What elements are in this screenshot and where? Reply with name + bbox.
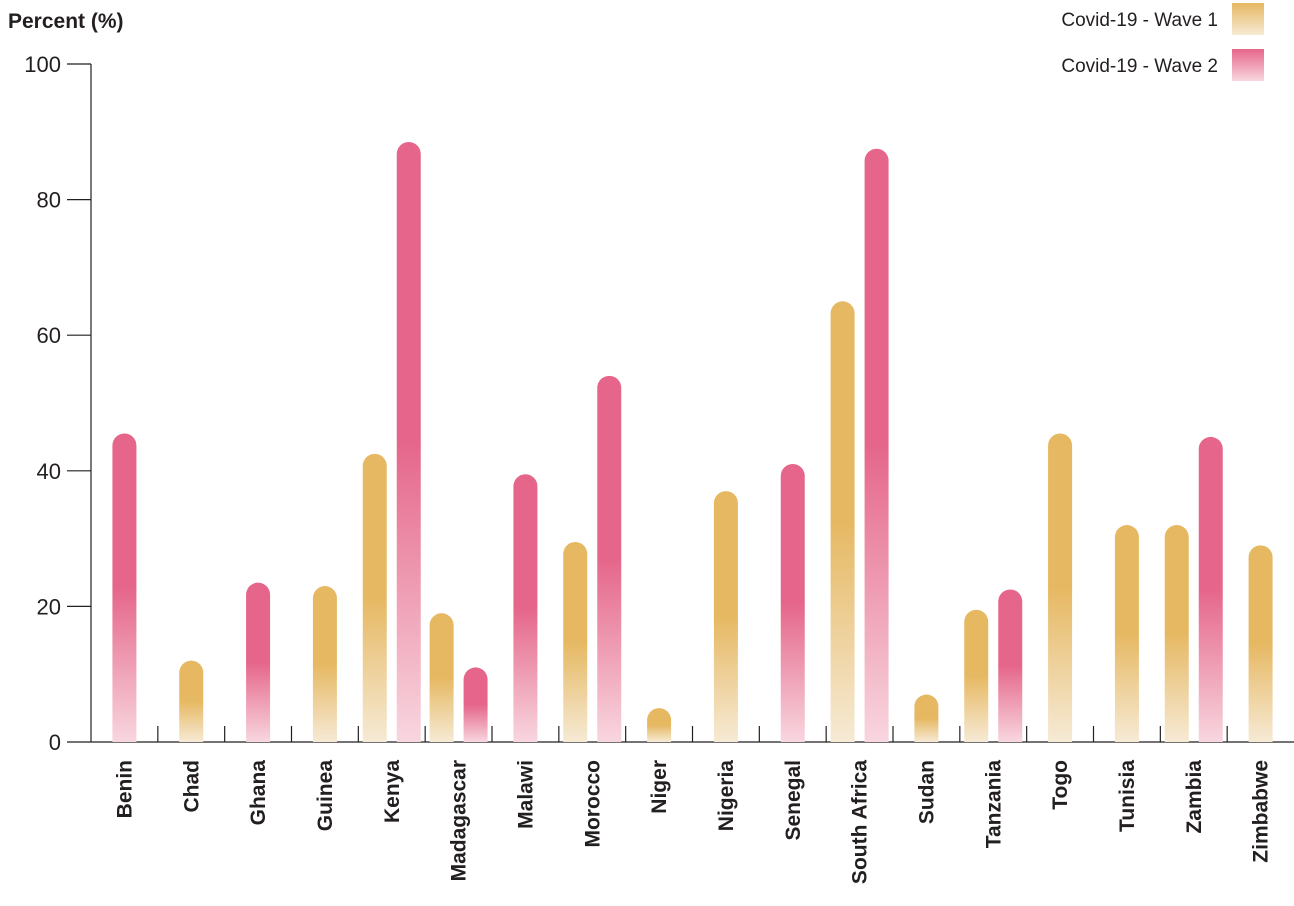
bar-kenya-wave-2 [396, 141, 421, 743]
bar-south-africa-wave-1 [830, 301, 855, 742]
x-category-label: Zimbabwe [1250, 760, 1273, 863]
x-axis [91, 726, 1294, 743]
bar-nigeria-wave-1 [713, 491, 738, 742]
bar-benin-wave-2 [112, 433, 137, 742]
y-tick-label: 80 [37, 188, 61, 213]
bar-malawi-wave-2 [513, 474, 538, 742]
bar-niger-wave-1 [647, 708, 672, 742]
bar-morocco-wave-1 [563, 541, 588, 742]
x-category-label: Benin [113, 760, 136, 818]
x-category-label: South Africa [849, 760, 872, 884]
category-labels: Benin Chad Ghana Guinea Kenya Madagascar Malaw… [113, 760, 1272, 884]
y-tick-label: 0 [49, 730, 61, 755]
bar-chad-wave-1 [179, 660, 204, 742]
bar-tanzania-wave-2 [998, 589, 1023, 742]
x-category-label: Zambia [1183, 760, 1206, 834]
x-category-label: Niger [648, 760, 671, 814]
legend-swatch-wave-1 [1232, 3, 1264, 35]
legend-label-wave-2: Covid-19 - Wave 2 [1061, 56, 1218, 77]
x-category-label: Nigeria [715, 760, 738, 832]
bar-madagascar-wave-2 [463, 667, 488, 742]
x-category-label: Madagascar [448, 760, 471, 881]
y-axis: 0 20 40 60 80 100 [24, 52, 92, 755]
x-category-label: Tanzania [982, 760, 1005, 849]
legend: Covid-19 - Wave 1 Covid-19 - Wave 2 [1061, 3, 1264, 81]
bar-south-africa-wave-2 [864, 148, 889, 742]
y-axis-title: Percent (%) [8, 10, 124, 33]
legend-label-wave-1: Covid-19 - Wave 1 [1061, 10, 1218, 31]
x-category-label: Sudan [915, 760, 938, 824]
bar-togo-wave-1 [1048, 433, 1073, 742]
bar-morocco-wave-2 [597, 375, 622, 742]
bar-tanzania-wave-1 [964, 609, 989, 742]
bar-zambia-wave-2 [1198, 436, 1223, 742]
x-category-label: Togo [1049, 760, 1072, 810]
x-category-label: Tunisia [1116, 760, 1139, 832]
x-category-label: Ghana [247, 760, 270, 826]
x-category-label: Malawi [514, 760, 537, 829]
x-category-label: Chad [180, 760, 203, 813]
y-tick-label: 40 [37, 459, 61, 484]
bar-guinea-wave-1 [312, 586, 337, 742]
bar-ghana-wave-2 [246, 582, 271, 742]
x-category-label: Morocco [581, 760, 604, 848]
y-tick-label: 20 [37, 594, 61, 619]
y-tick-label: 60 [37, 323, 61, 348]
bar-sudan-wave-1 [914, 694, 939, 742]
y-tick-label: 100 [24, 52, 61, 77]
bar-madagascar-wave-1 [429, 613, 454, 742]
bars [112, 141, 1273, 743]
bar-zimbabwe-wave-1 [1248, 545, 1273, 742]
bar-zambia-wave-1 [1164, 525, 1189, 742]
bar-tunisia-wave-1 [1114, 525, 1139, 742]
bar-senegal-wave-2 [780, 464, 805, 742]
x-category-label: Kenya [381, 760, 404, 823]
legend-swatch-wave-2 [1232, 49, 1264, 81]
x-category-label: Guinea [314, 760, 337, 832]
x-category-label: Senegal [782, 760, 805, 841]
bar-kenya-wave-1 [362, 453, 387, 742]
